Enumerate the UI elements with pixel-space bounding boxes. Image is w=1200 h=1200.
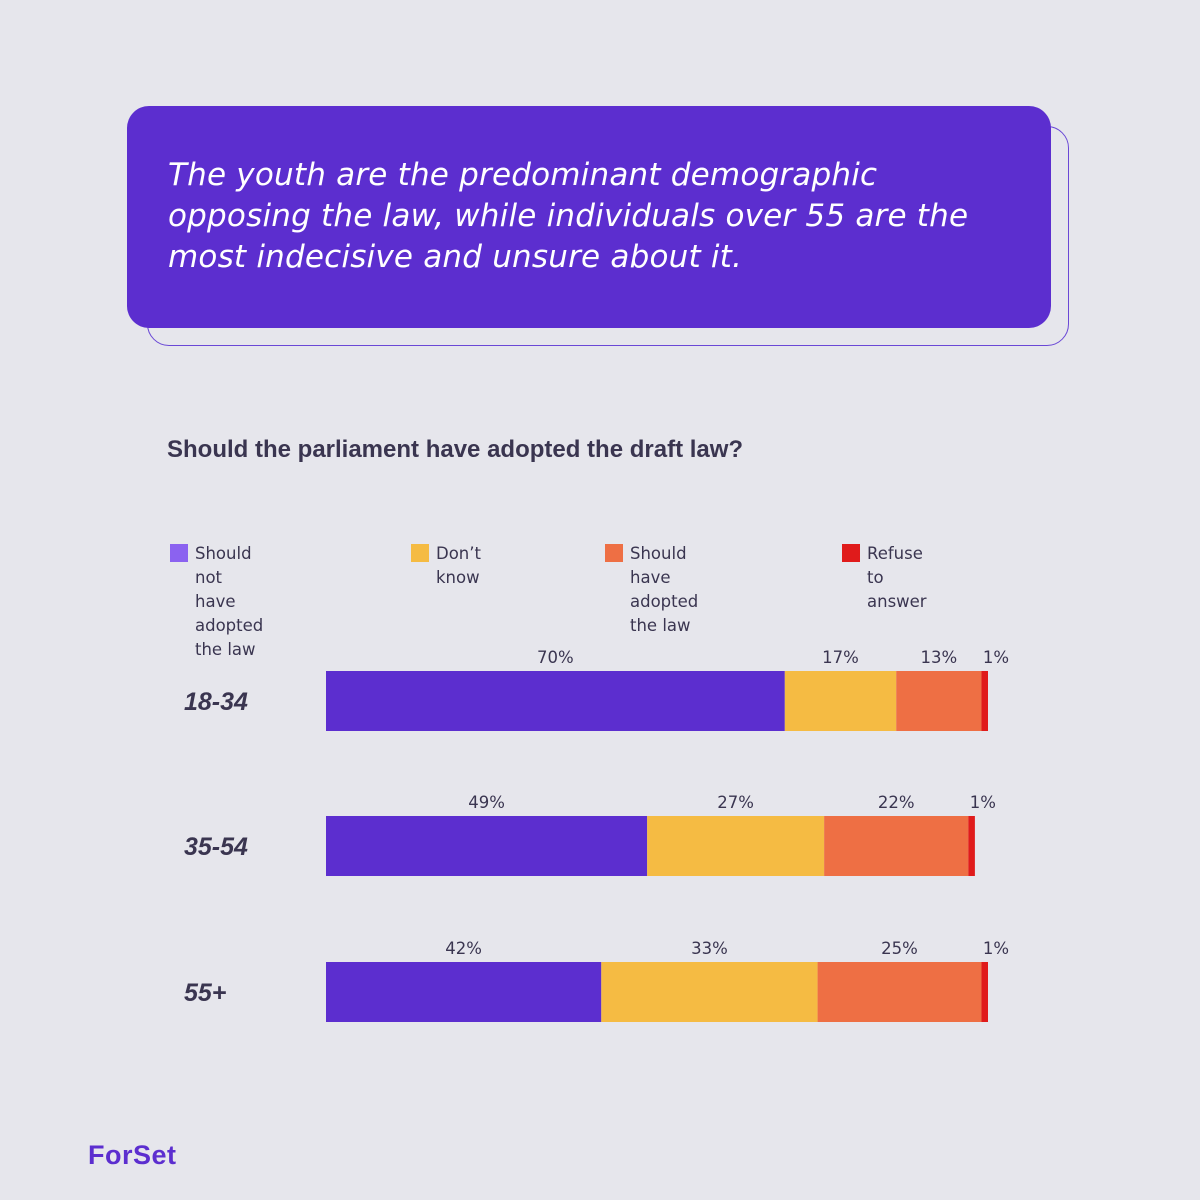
bar-55-plus-dont-know bbox=[601, 962, 818, 1022]
legend-swatch-should-not bbox=[170, 544, 188, 562]
value-label-35-54-refuse: 1% bbox=[970, 793, 996, 812]
legend-label-dont-know: Don’t know bbox=[436, 544, 481, 587]
value-label-35-54-should-have: 22% bbox=[878, 793, 915, 812]
bar-18-34-refuse bbox=[981, 671, 988, 731]
legend-item-refuse: Refuse to answer bbox=[842, 542, 927, 614]
row-label-35-54: 35-54 bbox=[184, 833, 248, 861]
bar-18-34-should-not bbox=[326, 671, 785, 731]
legend-item-should-have: Should have adopted the law bbox=[605, 542, 698, 638]
quote-text: The youth are the predominant demographi… bbox=[168, 157, 969, 275]
legend-label-should-have: Should have adopted the law bbox=[630, 544, 699, 635]
value-label-55-plus-should-not: 42% bbox=[445, 939, 482, 958]
value-label-18-34-should-not: 70% bbox=[537, 648, 574, 667]
bar-35-54-should-not bbox=[326, 816, 648, 876]
bar-18-34-should-have bbox=[896, 671, 982, 731]
chart-title: Should the parliament have adopted the d… bbox=[167, 436, 744, 463]
quote-box bbox=[127, 106, 1051, 328]
bar-35-54-refuse bbox=[968, 816, 975, 876]
bar-55-plus-should-not bbox=[326, 962, 602, 1022]
bar-18-34-dont-know bbox=[784, 671, 897, 731]
legend-item-should-not: Should not have adopted the law bbox=[170, 542, 263, 662]
value-label-35-54-dont-know: 27% bbox=[717, 793, 754, 812]
bar-35-54-dont-know bbox=[647, 816, 825, 876]
legend-label-should-not: Should not have adopted the law bbox=[195, 544, 264, 659]
legend-swatch-refuse bbox=[842, 544, 860, 562]
legend-label-refuse: Refuse to answer bbox=[867, 544, 927, 611]
bar-35-54-should-have bbox=[824, 816, 969, 876]
row-label-18-34: 18-34 bbox=[184, 688, 248, 716]
value-label-55-plus-should-have: 25% bbox=[881, 939, 918, 958]
row-label-55-plus: 55+ bbox=[184, 979, 227, 1007]
value-label-55-plus-dont-know: 33% bbox=[691, 939, 728, 958]
value-label-18-34-should-have: 13% bbox=[920, 648, 957, 667]
value-label-35-54-should-not: 49% bbox=[468, 793, 505, 812]
value-label-18-34-refuse: 1% bbox=[983, 648, 1009, 667]
legend-item-dont-know: Don’t know bbox=[411, 542, 481, 590]
legend-swatch-should-have bbox=[605, 544, 623, 562]
forset-logo: ForSet bbox=[88, 1140, 177, 1170]
bar-55-plus-should-have bbox=[817, 962, 982, 1022]
legend-swatch-dont-know bbox=[411, 544, 429, 562]
value-label-18-34-dont-know: 17% bbox=[822, 648, 859, 667]
bar-55-plus-refuse bbox=[981, 962, 988, 1022]
value-label-55-plus-refuse: 1% bbox=[983, 939, 1009, 958]
